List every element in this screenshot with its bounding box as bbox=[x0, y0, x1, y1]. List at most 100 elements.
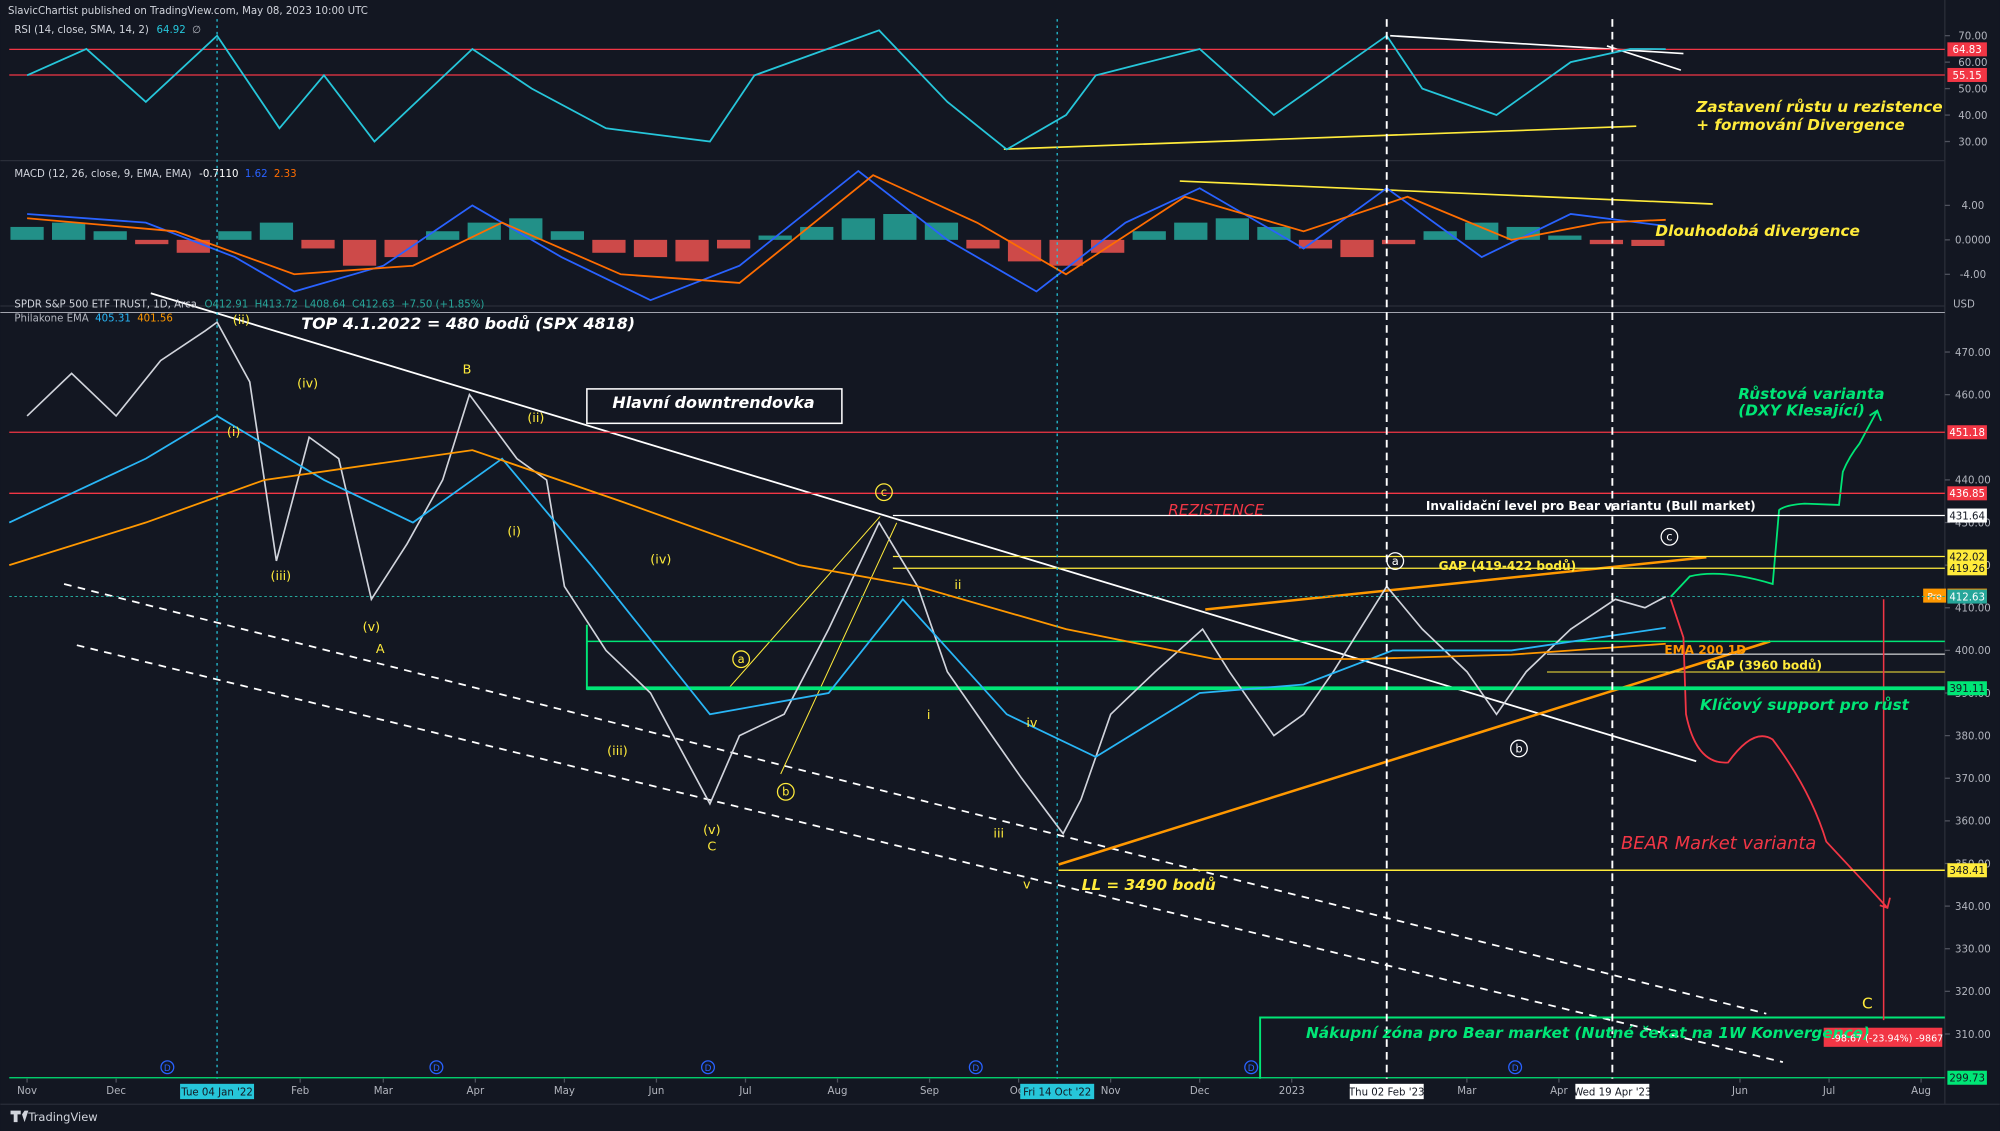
y-tick-label: 440.00 bbox=[1955, 476, 1991, 487]
x-tick-label: Apr bbox=[467, 1086, 485, 1097]
histogram-bar bbox=[883, 214, 917, 240]
y-tick-label: 330.00 bbox=[1955, 945, 1991, 956]
x-tick-label: Dec bbox=[106, 1086, 126, 1097]
annotation: + formování Divergence bbox=[1696, 116, 1905, 134]
x-tick-label: 2023 bbox=[1279, 1086, 1305, 1097]
x-tick-label: Aug bbox=[1911, 1086, 1931, 1097]
histogram-bar bbox=[301, 239, 335, 249]
histogram-bar bbox=[1631, 239, 1665, 246]
legend-value: O412.91 bbox=[205, 299, 249, 310]
histogram-bar bbox=[384, 239, 418, 258]
x-tick-label: Nov bbox=[17, 1086, 37, 1097]
x-tick-label: Jun bbox=[1731, 1086, 1748, 1097]
series-line bbox=[26, 29, 1666, 151]
wave-label: (iii) bbox=[607, 744, 628, 759]
dividend-marker bbox=[1244, 1060, 1259, 1075]
level-label: 412.63 bbox=[1949, 592, 1985, 603]
legend-value: 2.33 bbox=[274, 169, 297, 180]
level-label: 431.64 bbox=[1949, 511, 1985, 522]
histogram-bar bbox=[342, 239, 377, 266]
y-tick-label: 360.00 bbox=[1955, 817, 1991, 828]
x-tick-label: Apr bbox=[1550, 1086, 1568, 1097]
x-marker-box bbox=[180, 1083, 255, 1100]
wave-label: (ii) bbox=[527, 411, 544, 426]
level-label-box bbox=[1947, 508, 1987, 523]
annotation: REZISTENCE bbox=[1168, 501, 1264, 519]
annotation: GAP (419-422 bodů) bbox=[1439, 559, 1577, 573]
x-tick-label: Jul bbox=[1822, 1086, 1835, 1097]
x-marker-label: Tue 04 Jan '22 bbox=[180, 1087, 253, 1098]
dividend-label: D bbox=[164, 1064, 171, 1074]
level-label-box bbox=[1947, 67, 1987, 82]
level-tag-box bbox=[1923, 588, 1947, 603]
wave-circle bbox=[1510, 739, 1528, 758]
legend-value: -0.7110 bbox=[199, 169, 238, 180]
dividend-label: D bbox=[972, 1064, 979, 1074]
wave-label: i bbox=[927, 708, 931, 723]
x-tick-label: Nov bbox=[1101, 1086, 1121, 1097]
x-tick-label: Jul bbox=[738, 1086, 751, 1097]
dividend-marker bbox=[429, 1060, 444, 1075]
circled-label: a bbox=[1392, 554, 1399, 568]
x-tick-label: Dec bbox=[1190, 1086, 1210, 1097]
histogram-bar bbox=[675, 239, 709, 262]
wave-label: (iv) bbox=[650, 553, 671, 568]
y-tick-label: 410.00 bbox=[1955, 604, 1991, 615]
legend-value: 64.92 bbox=[157, 25, 186, 36]
y-tick-label: 370.00 bbox=[1955, 774, 1991, 785]
wave-label: (ii) bbox=[233, 313, 250, 328]
annotation: GAP (3960 bodů) bbox=[1706, 658, 1822, 672]
dividend-label: D bbox=[433, 1064, 440, 1074]
y-tick-label: 40.00 bbox=[1958, 111, 1987, 122]
histogram-bar bbox=[426, 231, 460, 240]
wave-label: C bbox=[707, 839, 716, 854]
legend-value: C412.63 bbox=[352, 299, 395, 310]
histogram-bar bbox=[633, 239, 668, 258]
histogram-bar bbox=[10, 226, 44, 240]
histogram-bar bbox=[176, 239, 210, 253]
level-label-box bbox=[1947, 863, 1987, 878]
level-label: 64.83 bbox=[1953, 45, 1982, 56]
wave-label: iv bbox=[1026, 716, 1038, 731]
annotation: Klíčový support pro růst bbox=[1700, 696, 1910, 714]
dividend-marker bbox=[968, 1060, 983, 1075]
panel-title: MACD (12, 26, close, 9, EMA, EMA) bbox=[14, 169, 191, 180]
level-label: 391.11 bbox=[1949, 684, 1985, 695]
y-tick-label: 30.00 bbox=[1958, 137, 1987, 148]
histogram-bar bbox=[1132, 231, 1166, 240]
histogram-bar bbox=[550, 231, 584, 240]
level-label: 436.85 bbox=[1949, 489, 1985, 500]
legend-value: L408.64 bbox=[304, 299, 345, 310]
histogram-bar bbox=[592, 239, 626, 253]
annotation: -98.67 (-23.94%) -9867 bbox=[1831, 1034, 1943, 1045]
level-label-box bbox=[1947, 549, 1987, 564]
x-marker-box bbox=[1575, 1083, 1650, 1100]
histogram-bar bbox=[1423, 231, 1457, 240]
annotation: Dlouhodobá divergence bbox=[1655, 222, 1860, 240]
dividend-label: D bbox=[705, 1064, 712, 1074]
dividend-marker bbox=[160, 1060, 175, 1075]
y-tick-label: 470.00 bbox=[1955, 348, 1991, 359]
x-marker-label: Fri 14 Oct '22 bbox=[1023, 1087, 1091, 1098]
wave-label: ii bbox=[954, 578, 961, 593]
annotation: BEAR Market varianta bbox=[1621, 833, 1816, 854]
footer-brand: TradingView bbox=[27, 1110, 97, 1124]
series-line bbox=[8, 449, 1666, 660]
level-label-box bbox=[1947, 561, 1987, 576]
level-label-box bbox=[1947, 681, 1987, 696]
x-marker-box bbox=[1020, 1083, 1095, 1100]
annotation: Růstová varianta bbox=[1738, 385, 1884, 403]
wave-label: (v) bbox=[363, 620, 381, 635]
y-tick-label: 310.00 bbox=[1955, 1030, 1991, 1041]
wave-label: (i) bbox=[227, 425, 241, 440]
dividend-label: D bbox=[1512, 1064, 1519, 1074]
level-label-box bbox=[1947, 1070, 1987, 1085]
wave-label: (v) bbox=[703, 823, 721, 838]
wave-label: A bbox=[376, 642, 385, 657]
histogram-bar bbox=[716, 239, 751, 249]
x-marker-label: Thu 02 Feb '23 bbox=[1348, 1087, 1425, 1098]
circled-label: a bbox=[738, 652, 745, 666]
annotation: EMA 200 1D bbox=[1664, 643, 1746, 657]
